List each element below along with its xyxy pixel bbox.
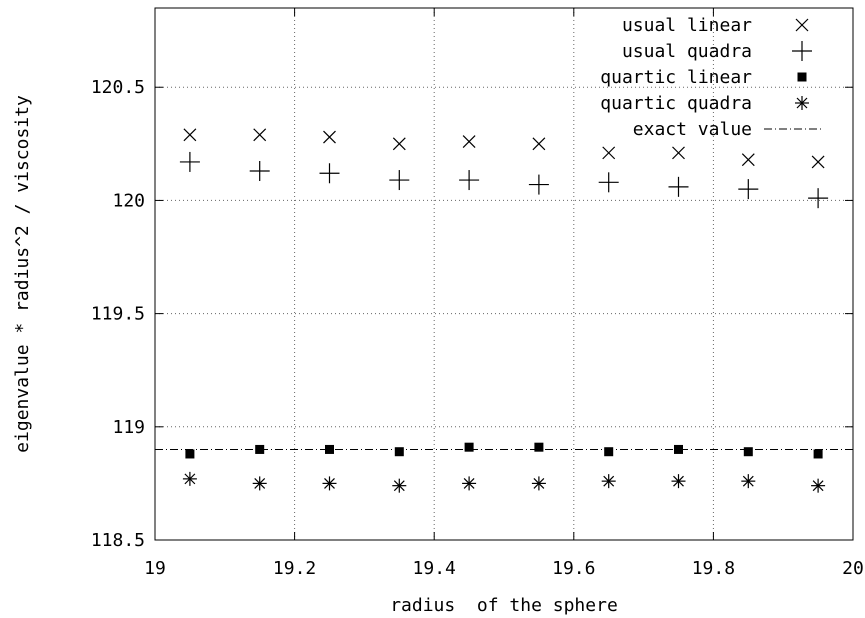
x-tick-label: 19.4 [413, 558, 456, 579]
point-usual-quadra [459, 170, 480, 191]
point-quartic-linear [185, 449, 195, 459]
point-quartic-linear [604, 447, 614, 457]
point-usual-linear [183, 128, 197, 142]
y-tick-label: 119.5 [91, 304, 145, 325]
point-quartic-linear [674, 444, 683, 454]
point-usual-linear [323, 130, 336, 144]
point-quartic-linear [325, 444, 334, 454]
point-quartic-quadra [531, 476, 546, 491]
point-quartic-linear [255, 444, 265, 454]
legend-symbol-quartic-linear [797, 72, 807, 82]
axis-ticks: 19 19.2 19.4 19.6 19.8 20 118.5 119 119.5 120 120.… [91, 8, 864, 579]
point-usual-quadra [528, 174, 549, 195]
point-quartic-linear [394, 447, 404, 457]
point-usual-quadra [179, 151, 200, 172]
data-marks [179, 128, 829, 493]
legend-label: usual quadra [622, 41, 752, 62]
point-usual-quadra [319, 163, 340, 184]
grid [155, 8, 853, 540]
y-axis-label: eigenvalue * radius^2 / viscosity [12, 95, 33, 453]
legend: usual linear usual quadra quartic linear qu… [600, 15, 824, 140]
point-quartic-linear [743, 447, 753, 457]
point-usual-quadra [389, 170, 410, 191]
point-quartic-quadra [182, 471, 197, 486]
point-usual-linear [741, 153, 755, 167]
point-quartic-quadra [811, 478, 826, 493]
point-quartic-quadra [252, 476, 267, 491]
point-quartic-linear [464, 442, 474, 452]
x-tick-label: 19.8 [692, 558, 735, 579]
point-quartic-linear [813, 449, 823, 459]
point-usual-linear [392, 137, 406, 151]
y-tick-label: 120 [112, 190, 145, 211]
legend-symbol-quartic-quadra [795, 96, 809, 110]
point-usual-linear [602, 146, 616, 160]
legend-label: exact value [633, 119, 752, 140]
point-quartic-quadra [462, 476, 477, 491]
legend-symbol-usual-quadra [792, 41, 812, 61]
point-usual-quadra [738, 179, 759, 200]
point-usual-linear [253, 128, 267, 142]
point-usual-quadra [249, 160, 270, 181]
point-usual-linear [672, 146, 685, 160]
y-tick-label: 119 [112, 417, 145, 438]
point-quartic-quadra [322, 476, 337, 491]
x-tick-label: 19.2 [273, 558, 316, 579]
legend-label: quartic quadra [600, 93, 752, 114]
legend-label: usual linear [622, 15, 752, 36]
x-tick-label: 19 [144, 558, 166, 579]
point-usual-quadra [668, 176, 689, 197]
x-axis-label: radius of the sphere [390, 595, 618, 616]
point-usual-linear [462, 135, 476, 148]
point-usual-linear [532, 137, 546, 151]
point-quartic-quadra [601, 474, 616, 489]
point-quartic-quadra [671, 474, 686, 489]
legend-label: quartic linear [600, 67, 752, 88]
point-quartic-quadra [741, 474, 756, 489]
x-tick-label: 20 [842, 558, 864, 579]
y-tick-label: 118.5 [91, 530, 145, 551]
y-tick-label: 120.5 [91, 77, 145, 98]
point-usual-linear [811, 155, 825, 169]
point-quartic-quadra [392, 478, 407, 493]
legend-symbol-usual-linear [795, 18, 809, 32]
point-usual-quadra [598, 172, 619, 193]
point-usual-quadra [808, 188, 829, 209]
plot-frame [154, 7, 854, 541]
point-quartic-linear [534, 442, 544, 452]
x-tick-label: 19.6 [552, 558, 595, 579]
